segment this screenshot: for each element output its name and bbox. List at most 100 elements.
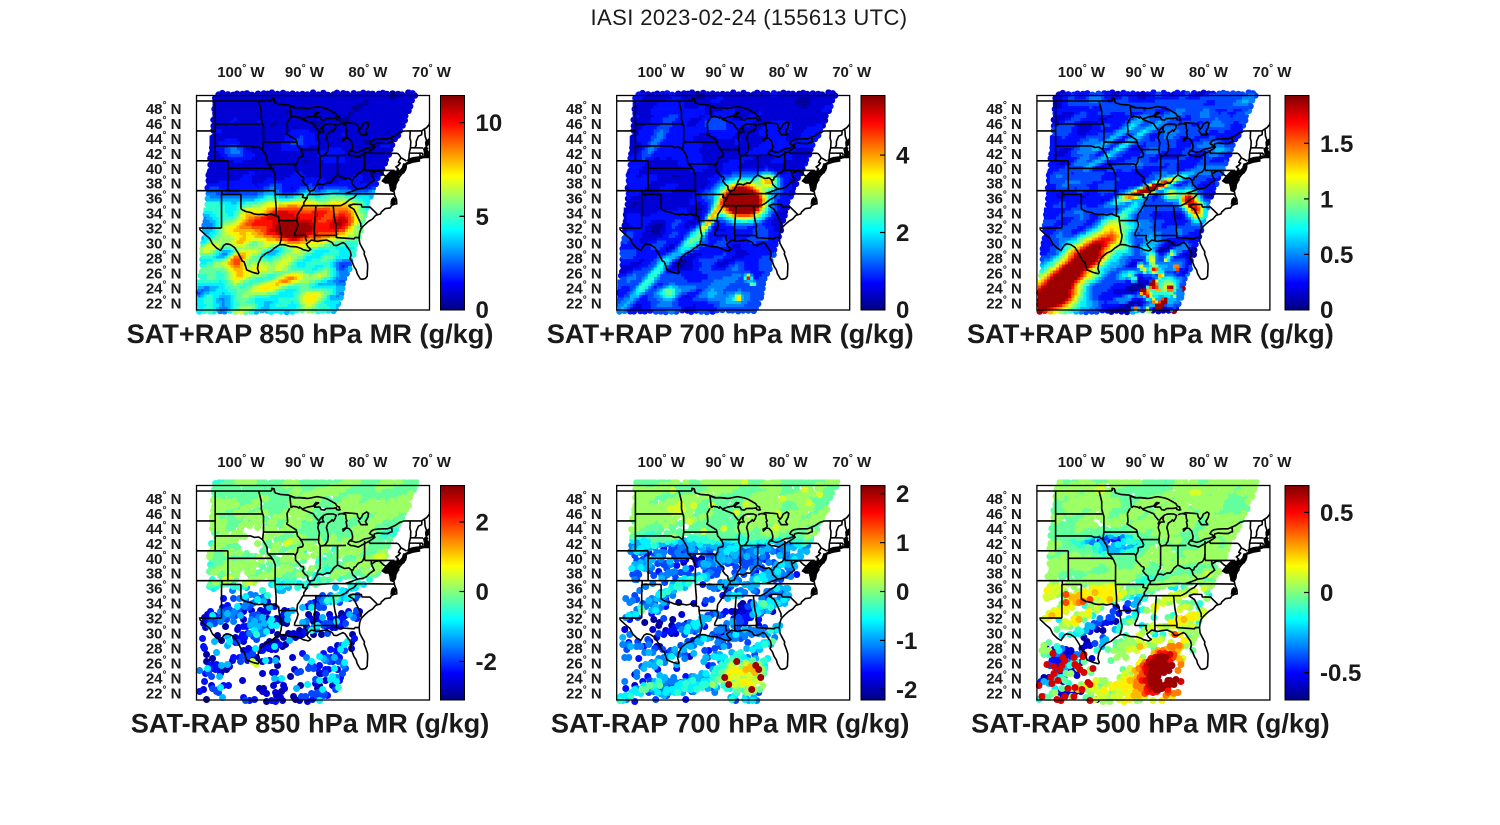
svg-text:100° W: 100° W (638, 453, 686, 471)
svg-text:22° N: 22° N (986, 294, 1022, 312)
svg-text:38° N: 38° N (566, 565, 602, 583)
svg-text:70° W: 70° W (1252, 453, 1292, 471)
svg-text:40° N: 40° N (566, 550, 602, 568)
svg-text:40° N: 40° N (986, 550, 1022, 568)
svg-text:SAT+RAP 700 hPa MR (g/kg): SAT+RAP 700 hPa MR (g/kg) (547, 318, 914, 349)
svg-text:28° N: 28° N (986, 250, 1022, 268)
svg-text:36° N: 36° N (146, 580, 182, 598)
svg-text:90° W: 90° W (1125, 453, 1165, 471)
svg-text:SAT-RAP 850 hPa MR (g/kg): SAT-RAP 850 hPa MR (g/kg) (131, 708, 490, 739)
svg-text:42° N: 42° N (146, 145, 182, 163)
svg-text:30° N: 30° N (566, 235, 602, 253)
svg-text:4: 4 (896, 143, 910, 170)
svg-text:32° N: 32° N (146, 220, 182, 238)
svg-text:40° N: 40° N (566, 160, 602, 178)
svg-text:42° N: 42° N (146, 535, 182, 553)
svg-text:48° N: 48° N (986, 100, 1022, 118)
svg-text:24° N: 24° N (146, 279, 182, 297)
svg-text:0: 0 (476, 579, 489, 606)
svg-text:46° N: 46° N (146, 115, 182, 133)
svg-text:26° N: 26° N (566, 264, 602, 282)
svg-text:32° N: 32° N (146, 610, 182, 628)
svg-text:100° W: 100° W (1058, 453, 1106, 471)
svg-text:36° N: 36° N (146, 190, 182, 208)
svg-text:48° N: 48° N (566, 100, 602, 118)
svg-text:100° W: 100° W (1058, 63, 1106, 81)
svg-text:100° W: 100° W (217, 453, 265, 471)
svg-text:-2: -2 (896, 677, 917, 704)
svg-text:40° N: 40° N (146, 550, 182, 568)
svg-text:70° W: 70° W (832, 453, 872, 471)
svg-text:26° N: 26° N (986, 654, 1022, 672)
svg-text:32° N: 32° N (566, 610, 602, 628)
svg-text:48° N: 48° N (566, 490, 602, 508)
svg-text:0: 0 (896, 297, 909, 324)
svg-text:40° N: 40° N (146, 160, 182, 178)
svg-text:22° N: 22° N (146, 294, 182, 312)
svg-text:1: 1 (1320, 186, 1333, 213)
svg-text:0: 0 (1320, 580, 1333, 607)
svg-text:34° N: 34° N (146, 205, 182, 223)
svg-text:80° W: 80° W (769, 453, 809, 471)
svg-text:26° N: 26° N (146, 264, 182, 282)
svg-text:42° N: 42° N (986, 145, 1022, 163)
svg-text:26° N: 26° N (146, 654, 182, 672)
svg-text:44° N: 44° N (146, 520, 182, 538)
svg-text:2: 2 (896, 481, 909, 508)
svg-text:46° N: 46° N (986, 115, 1022, 133)
svg-text:34° N: 34° N (986, 205, 1022, 223)
svg-text:32° N: 32° N (566, 220, 602, 238)
svg-text:80° W: 80° W (1189, 63, 1229, 81)
svg-text:30° N: 30° N (986, 625, 1022, 643)
svg-text:36° N: 36° N (566, 190, 602, 208)
svg-text:SAT+RAP 500 hPa MR (g/kg): SAT+RAP 500 hPa MR (g/kg) (967, 318, 1334, 349)
svg-text:90° W: 90° W (705, 63, 745, 81)
svg-text:44° N: 44° N (566, 520, 602, 538)
svg-text:38° N: 38° N (566, 175, 602, 193)
svg-text:22° N: 22° N (566, 294, 602, 312)
svg-text:34° N: 34° N (566, 205, 602, 223)
svg-text:42° N: 42° N (566, 145, 602, 163)
svg-text:30° N: 30° N (146, 235, 182, 253)
svg-text:-2: -2 (476, 649, 497, 676)
svg-text:48° N: 48° N (986, 490, 1022, 508)
svg-text:28° N: 28° N (566, 250, 602, 268)
svg-text:28° N: 28° N (146, 640, 182, 658)
svg-text:38° N: 38° N (986, 175, 1022, 193)
svg-text:90° W: 90° W (285, 453, 325, 471)
svg-text:70° W: 70° W (412, 63, 452, 81)
svg-text:-1: -1 (896, 628, 917, 655)
svg-text:32° N: 32° N (986, 610, 1022, 628)
svg-text:48° N: 48° N (146, 100, 182, 118)
svg-text:90° W: 90° W (285, 63, 325, 81)
svg-text:70° W: 70° W (412, 453, 452, 471)
svg-text:42° N: 42° N (986, 535, 1022, 553)
svg-text:30° N: 30° N (146, 625, 182, 643)
svg-text:24° N: 24° N (986, 669, 1022, 687)
svg-text:90° W: 90° W (1125, 63, 1165, 81)
svg-text:44° N: 44° N (146, 130, 182, 148)
svg-text:2: 2 (896, 220, 909, 247)
svg-text:80° W: 80° W (1189, 453, 1229, 471)
svg-text:24° N: 24° N (566, 669, 602, 687)
svg-text:80° W: 80° W (348, 453, 388, 471)
svg-text:SAT-RAP 500 hPa MR (g/kg): SAT-RAP 500 hPa MR (g/kg) (971, 708, 1330, 739)
svg-text:44° N: 44° N (986, 130, 1022, 148)
svg-text:42° N: 42° N (566, 535, 602, 553)
svg-text:38° N: 38° N (146, 565, 182, 583)
svg-text:0.5: 0.5 (1320, 242, 1353, 269)
svg-text:100° W: 100° W (217, 63, 265, 81)
svg-text:0.5: 0.5 (1320, 500, 1353, 527)
svg-text:32° N: 32° N (986, 220, 1022, 238)
svg-text:36° N: 36° N (986, 580, 1022, 598)
svg-text:30° N: 30° N (566, 625, 602, 643)
svg-text:80° W: 80° W (769, 63, 809, 81)
svg-text:30° N: 30° N (986, 235, 1022, 253)
svg-text:10: 10 (476, 110, 503, 137)
svg-text:36° N: 36° N (566, 580, 602, 598)
svg-text:36° N: 36° N (986, 190, 1022, 208)
svg-text:0: 0 (476, 297, 489, 324)
svg-text:-0.5: -0.5 (1320, 660, 1361, 687)
svg-text:28° N: 28° N (146, 250, 182, 268)
svg-text:26° N: 26° N (566, 654, 602, 672)
